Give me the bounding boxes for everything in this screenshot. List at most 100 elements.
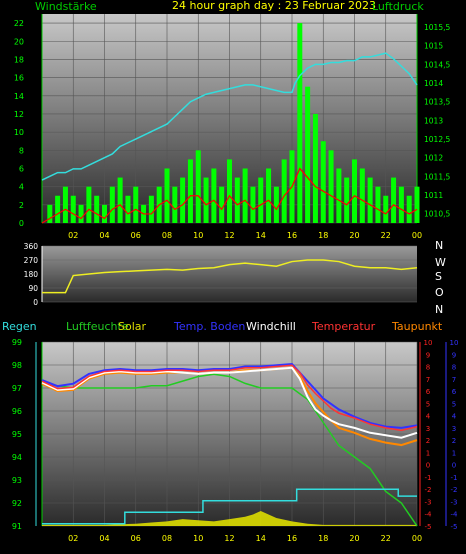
compass-w: W bbox=[435, 256, 446, 269]
temp-x-tick-label: 08 bbox=[162, 534, 172, 543]
wind-tick-label: 2 bbox=[19, 201, 24, 210]
legend-dewpoint: Taupunkt bbox=[391, 320, 443, 333]
pressure-line bbox=[41, 52, 418, 181]
pressure-tick-label: 1014,5 bbox=[424, 60, 450, 69]
wind-tick-label: 4 bbox=[19, 183, 24, 192]
wind-bar bbox=[266, 168, 272, 223]
temp-blue-tick-label: -2 bbox=[451, 486, 458, 494]
wind-bar bbox=[78, 204, 84, 223]
humidity-tick-label: 98 bbox=[12, 361, 22, 370]
humidity-tick-label: 93 bbox=[12, 476, 22, 485]
pressure-tick-label: 1013 bbox=[424, 116, 443, 125]
temp-red-tick-label: -2 bbox=[425, 486, 432, 494]
solar-area bbox=[42, 511, 417, 526]
compass-o: O bbox=[435, 286, 444, 299]
temp-red-tick-label: 9 bbox=[426, 351, 430, 359]
compass-n-top: N bbox=[435, 239, 443, 252]
wind-bar bbox=[86, 186, 92, 223]
humidity-line bbox=[41, 373, 418, 527]
wind-bar bbox=[187, 159, 193, 223]
wind-bar bbox=[125, 195, 131, 223]
wind-bar bbox=[94, 195, 100, 223]
wind-bar bbox=[281, 159, 287, 223]
humidity-tick-label: 92 bbox=[12, 499, 22, 508]
direction-tick-label: 90 bbox=[28, 284, 38, 293]
temp-red-tick-label: -3 bbox=[425, 498, 432, 506]
temp-red-tick-label: 10 bbox=[424, 339, 433, 347]
temp-blue-tick-label: 2 bbox=[452, 437, 456, 445]
temp-x-tick-label: 06 bbox=[131, 534, 141, 543]
legend-rain: Regen bbox=[2, 320, 37, 333]
pressure-tick-label: 1013,5 bbox=[424, 98, 450, 107]
wind-bar bbox=[320, 141, 326, 223]
wind-bar bbox=[227, 159, 232, 223]
temp-x-tick-label: 10 bbox=[193, 534, 203, 543]
temp-red-tick-label: 3 bbox=[426, 425, 430, 433]
temp-blue-tick-label: 0 bbox=[452, 462, 456, 470]
rain-line bbox=[42, 488, 417, 525]
temp-red-tick-label: -4 bbox=[425, 511, 433, 519]
gust-line bbox=[41, 167, 418, 224]
wind-bar bbox=[70, 195, 76, 223]
pressure-tick-label: 1011 bbox=[424, 191, 443, 200]
dewpoint-line bbox=[41, 366, 418, 447]
temp-x-tick-label: 00 bbox=[412, 534, 422, 543]
wind-tick-label: 0 bbox=[19, 219, 24, 228]
temp-red-tick-label: 6 bbox=[426, 388, 431, 396]
compass-labels: N W S O N bbox=[435, 239, 446, 316]
wind-bar bbox=[328, 150, 334, 223]
humidity-tick-label: 95 bbox=[12, 430, 22, 439]
temp-blue-tick-label: 5 bbox=[452, 400, 456, 408]
wind-tick-label: 18 bbox=[14, 55, 24, 64]
wind-bar bbox=[406, 195, 412, 223]
legend-solar: Solar bbox=[118, 320, 147, 333]
temp-red-tick-label: 0 bbox=[426, 462, 430, 470]
humidity-tick-label: 99 bbox=[12, 338, 22, 347]
pressure-tick-label: 1015 bbox=[424, 42, 443, 51]
temp-red-tick-label: 2 bbox=[426, 437, 430, 445]
wind-bar bbox=[336, 168, 342, 223]
right-axis-title: Luftdruck bbox=[372, 0, 424, 13]
temp-x-tick-label: 14 bbox=[256, 534, 266, 543]
wind-bar bbox=[242, 168, 248, 223]
temp-blue-tick-label: 8 bbox=[452, 364, 456, 372]
temp-blue-tick-label: 4 bbox=[452, 413, 457, 421]
wind-x-tick-label: 08 bbox=[162, 231, 172, 240]
temp-red-tick-label: 8 bbox=[426, 364, 430, 372]
temp-red-tick-label: -5 bbox=[425, 523, 432, 531]
compass-n-bottom: N bbox=[435, 303, 443, 316]
wind-bar bbox=[383, 195, 389, 223]
wind-bar bbox=[258, 177, 264, 223]
temp-red-tick-label: 4 bbox=[426, 413, 431, 421]
humidity-tick-label: 91 bbox=[12, 522, 22, 531]
humidity-tick-label: 94 bbox=[12, 453, 22, 462]
wind-tick-label: 20 bbox=[14, 37, 24, 46]
wind-bar bbox=[234, 177, 240, 223]
wind-x-tick-label: 00 bbox=[412, 231, 422, 240]
wind-bar bbox=[109, 186, 115, 223]
legend-temperature: Temperatur bbox=[311, 320, 376, 333]
wind-bar bbox=[102, 204, 107, 223]
wind-bar bbox=[391, 177, 397, 223]
temp-blue-tick-label: -3 bbox=[451, 498, 458, 506]
direction-tick-label: 180 bbox=[24, 270, 39, 279]
wind-bar bbox=[250, 186, 256, 223]
temp-x-tick-label: 16 bbox=[287, 534, 297, 543]
wind-bar bbox=[398, 186, 404, 223]
pressure-tick-label: 1012 bbox=[424, 154, 443, 163]
wind-bar bbox=[164, 168, 170, 223]
temp-blue-tick-label: 9 bbox=[452, 351, 456, 359]
pressure-tick-label: 1012,5 bbox=[424, 135, 450, 144]
compass-s: S bbox=[435, 270, 442, 283]
wind-bar bbox=[172, 186, 178, 223]
temp-blue-tick-label: 1 bbox=[452, 449, 456, 457]
data-marks bbox=[41, 23, 420, 527]
wind-bar bbox=[117, 177, 123, 223]
wind-tick-label: 8 bbox=[19, 146, 24, 155]
wind-x-tick-label: 04 bbox=[99, 231, 109, 240]
temp-red-tick-label: 1 bbox=[426, 449, 430, 457]
wind-tick-label: 22 bbox=[14, 19, 24, 28]
direction-tick-label: 270 bbox=[24, 256, 39, 265]
wind-x-tick-label: 22 bbox=[381, 231, 391, 240]
